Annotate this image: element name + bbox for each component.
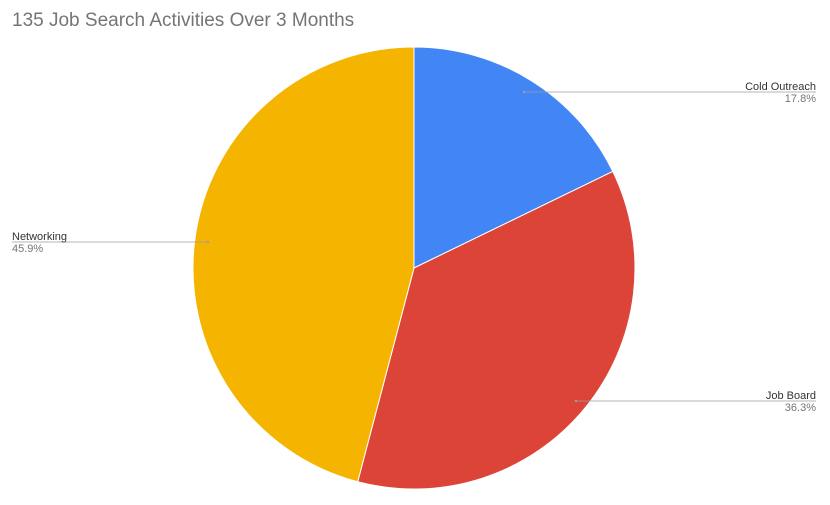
leader-dot — [206, 240, 210, 244]
slice-percent: 45.9% — [12, 243, 43, 255]
pie-slice-job-board — [357, 170, 636, 490]
slice-label: Networking — [12, 231, 67, 243]
slice-percent: 36.3% — [785, 402, 816, 414]
slice-label: Job Board — [766, 390, 816, 402]
pie-slice-networking — [192, 46, 415, 483]
leader-dot — [574, 399, 578, 403]
slice-label: Cold Outreach — [745, 81, 816, 93]
slice-percent: 17.8% — [785, 93, 816, 105]
pie-slice-cold-outreach — [413, 46, 614, 269]
chart-title: 135 Job Search Activities Over 3 Months — [12, 10, 355, 31]
leader-dot — [522, 90, 526, 94]
